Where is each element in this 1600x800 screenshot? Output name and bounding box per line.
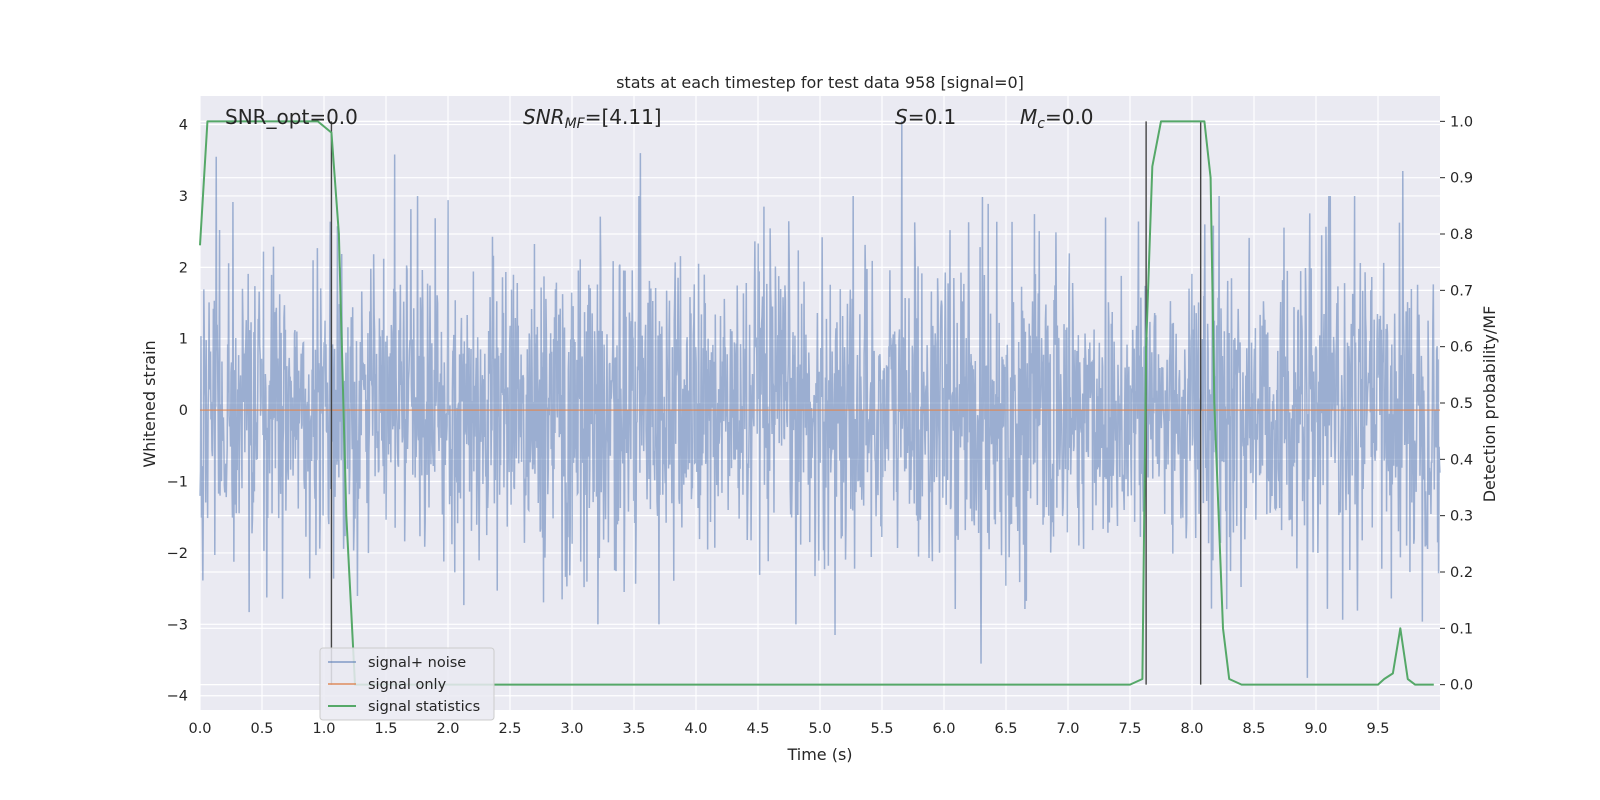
series-signal-noise [199, 120, 1441, 678]
y-tick-label: 3 [179, 189, 188, 205]
y2-tick-label: 0.3 [1450, 509, 1473, 525]
y2-tick-label: 0.2 [1450, 565, 1473, 581]
x-tick-label: 0.0 [188, 721, 211, 737]
x-tick-label: 7.5 [1118, 721, 1141, 737]
y2-tick-label: 0.6 [1450, 340, 1473, 356]
y-tick-label: −1 [167, 475, 188, 491]
x-tick-label: 9.0 [1304, 721, 1327, 737]
y2-tick-label: 0.0 [1450, 678, 1473, 694]
x-tick-label: 6.0 [932, 721, 955, 737]
legend-label-signal-only: signal only [368, 677, 447, 693]
y2-tick-label: 0.5 [1450, 396, 1473, 412]
legend-label-signal-statistics: signal statistics [368, 699, 480, 715]
x-tick-label: 6.5 [994, 721, 1017, 737]
y2-tick-label: 1.0 [1450, 114, 1473, 130]
x-tick-label: 4.5 [746, 721, 769, 737]
y-tick-label: 4 [179, 118, 188, 134]
x-tick-label: 5.5 [870, 721, 893, 737]
legend: signal+ noise signal only signal statist… [319, 647, 495, 721]
x-tick-label: 1.5 [374, 721, 397, 737]
y-tick-label: −3 [167, 617, 188, 633]
x-tick-label: 0.5 [250, 721, 273, 737]
y-tick-label: 2 [179, 260, 188, 276]
x-tick-label: 5.0 [808, 721, 831, 737]
x-tick-label: 8.0 [1180, 721, 1203, 737]
y-tick-label: −2 [167, 546, 188, 562]
annotation-s: S=0.1 [895, 105, 956, 129]
y2-tick-label: 0.4 [1450, 452, 1473, 468]
y2-tick-label: 0.8 [1450, 227, 1473, 243]
chart-title: stats at each timestep for test data 958… [616, 73, 1024, 92]
x-tick-label: 2.0 [436, 721, 459, 737]
x-tick-label: 3.5 [622, 721, 645, 737]
y-axis-label: Whitened strain [140, 340, 159, 467]
y2-tick-label: 0.7 [1450, 283, 1473, 299]
y2-axis-label: Detection probability/MF [1480, 306, 1499, 503]
signal-statistics-line [199, 120, 1434, 686]
x-tick-label: 1.0 [312, 721, 335, 737]
annotation-mc: Mc=0.0 [1020, 105, 1094, 132]
x-tick-label: 9.5 [1366, 721, 1389, 737]
x-axis-label: Time (s) [786, 745, 852, 764]
series-signal-statistics [199, 120, 1434, 686]
y-tick-label: −4 [167, 689, 188, 705]
x-axis-ticks: 0.0 0.5 1.0 1.5 2.0 2.5 3.0 3.5 4.0 4.5 5.0 5.5 6.0 6… [188, 721, 1389, 737]
y2-axis-ticks: 1.0 0.9 0.8 0.7 0.6 0.5 0.4 0.3 0.2 0.1 0.0 [1440, 114, 1473, 694]
y2-tick-label: 0.1 [1450, 621, 1473, 637]
x-tick-label: 4.0 [684, 721, 707, 737]
x-tick-label: 8.5 [1242, 721, 1265, 737]
y-axis-ticks: 4 3 2 1 0 −1 −2 −3 −4 [167, 118, 188, 705]
legend-box [319, 647, 495, 721]
x-tick-label: 7.0 [1056, 721, 1079, 737]
x-tick-label: 2.5 [498, 721, 521, 737]
y2-tick-label: 0.9 [1450, 171, 1473, 187]
legend-label-signal-noise: signal+ noise [368, 655, 466, 671]
y-tick-label: 1 [179, 332, 188, 348]
noise-line [199, 120, 1441, 678]
annotation-snr-opt: SNR_opt=0.0 [225, 105, 358, 129]
y-tick-label: 0 [179, 403, 188, 419]
annotation-snr-mf: SNRMF=[4.11] [523, 105, 662, 132]
x-tick-label: 3.0 [560, 721, 583, 737]
